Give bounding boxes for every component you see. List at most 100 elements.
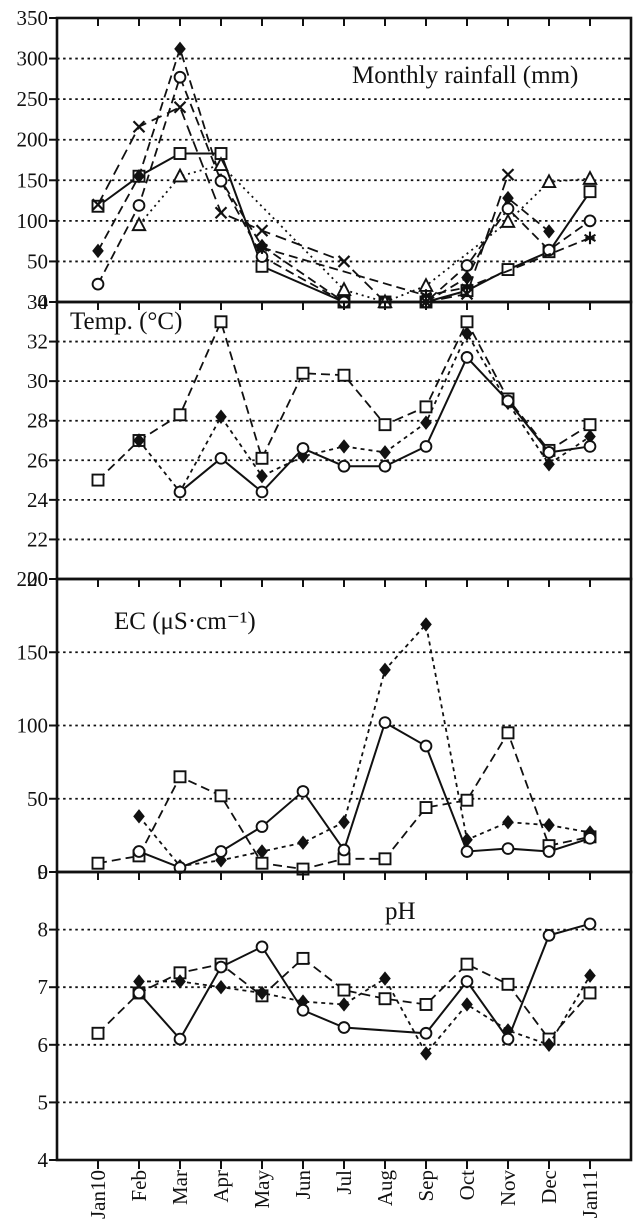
marker-filled-diamond (502, 190, 514, 206)
marker-open-square (214, 789, 228, 803)
series-temperature-open-circle (173, 351, 597, 499)
svg-text:Oct: Oct (455, 1170, 479, 1200)
marker-filled-diamond (379, 662, 391, 678)
marker-open-square (501, 977, 515, 991)
marker-open-square (91, 1026, 105, 1040)
svg-text:Jun: Jun (291, 1170, 315, 1200)
marker-filled-diamond (215, 853, 227, 868)
marker-open-circle (501, 394, 515, 408)
marker-open-triangle (172, 167, 188, 183)
marker-filled-diamond (338, 997, 350, 1012)
marker-filled-diamond (461, 270, 473, 285)
svg-text:350: 350 (17, 6, 49, 30)
marker-open-square (91, 856, 105, 870)
svg-text:Mar: Mar (168, 1170, 192, 1205)
marker-filled-diamond (297, 994, 309, 1009)
marker-open-circle (91, 277, 105, 291)
marker-open-triangle (213, 156, 229, 172)
marker-filled-diamond (584, 968, 596, 983)
marker-open-square (460, 315, 474, 329)
marker-filled-diamond (256, 985, 268, 1001)
svg-text:24: 24 (27, 488, 49, 512)
marker-open-circle (255, 940, 269, 954)
marker-open-triangle (418, 277, 434, 292)
marker-open-circle (501, 842, 515, 855)
marker-open-circle (173, 70, 187, 84)
marker-open-circle (214, 845, 228, 858)
marker-open-circle (583, 440, 597, 453)
marker-open-circle (583, 917, 597, 931)
marker-open-circle (296, 1003, 310, 1017)
svg-text:28: 28 (27, 409, 48, 433)
marker-open-square (91, 199, 105, 213)
marker-open-circle (501, 202, 515, 216)
svg-text:Jan10: Jan10 (86, 1170, 110, 1219)
marker-filled-diamond (543, 457, 555, 472)
svg-text:150: 150 (17, 168, 49, 192)
svg-text:Aug: Aug (373, 1170, 397, 1207)
marker-open-square (378, 992, 392, 1006)
marker-open-square (583, 418, 597, 432)
svg-text:22: 22 (27, 527, 48, 551)
marker-open-circle (460, 351, 474, 364)
marker-open-circle (132, 986, 146, 1000)
marker-asterisk (256, 241, 268, 254)
marker-filled-diamond (379, 445, 391, 460)
marker-filled-diamond (379, 971, 391, 986)
marker-open-square (419, 801, 433, 814)
marker-open-square (296, 951, 310, 965)
marker-asterisk (584, 231, 596, 245)
svg-text:6: 6 (38, 1033, 49, 1057)
marker-x-cross (173, 100, 187, 114)
marker-open-square (337, 983, 351, 997)
series-ph-filled-diamond (133, 968, 596, 1061)
marker-open-square (419, 998, 433, 1011)
marker-x-cross (337, 255, 351, 268)
svg-text:50: 50 (27, 787, 48, 811)
marker-open-square (583, 986, 597, 1000)
marker-open-square (501, 263, 515, 276)
series-ph-open-circle (132, 917, 597, 1046)
marker-open-circle (255, 820, 269, 833)
marker-filled-diamond (133, 809, 145, 824)
marker-open-circle (337, 459, 351, 473)
marker-open-circle (214, 451, 228, 465)
series-rainfall-x-cross (91, 100, 515, 309)
marker-open-circle (419, 1026, 433, 1040)
marker-filled-diamond (133, 974, 145, 989)
marker-filled-diamond (174, 41, 186, 57)
series-ec-open-circle (132, 716, 597, 874)
svg-text:Apr: Apr (209, 1170, 233, 1203)
marker-open-triangle (582, 170, 598, 185)
marker-open-square (501, 726, 515, 740)
svg-text:34: 34 (27, 290, 49, 314)
panel-rainfall: 350 300 250 200 150 100 50 0 (17, 6, 633, 314)
marker-open-circle (419, 440, 433, 453)
marker-x-cross (91, 198, 105, 211)
marker-open-circle (255, 485, 269, 499)
marker-open-circle (214, 960, 228, 974)
svg-text:Jan11: Jan11 (578, 1170, 602, 1218)
marker-open-circle (501, 1032, 515, 1046)
marker-filled-diamond (420, 415, 432, 430)
marker-filled-diamond (297, 835, 309, 850)
marker-filled-diamond (420, 617, 432, 632)
marker-open-circle (337, 1021, 351, 1034)
marker-asterisk (461, 281, 473, 294)
svg-text:200: 200 (17, 128, 49, 152)
svg-text:30: 30 (27, 369, 48, 393)
svg-text:Jul: Jul (332, 1170, 356, 1195)
marker-x-cross (214, 206, 228, 220)
marker-filled-diamond (502, 814, 514, 830)
svg-text:4: 4 (38, 1148, 49, 1172)
marker-open-circle (419, 739, 433, 753)
marker-open-circle (337, 843, 351, 857)
marker-open-circle (173, 1032, 187, 1046)
marker-open-square (460, 957, 474, 971)
marker-filled-diamond (133, 433, 145, 448)
x-axis-month-labels: Jan10 Feb Mar Apr May Jun Jul Aug Sep Oct Nov Dec Ja… (86, 1170, 602, 1219)
marker-x-cross (501, 168, 515, 181)
marker-open-square (173, 770, 187, 784)
marker-filled-diamond (256, 844, 268, 859)
